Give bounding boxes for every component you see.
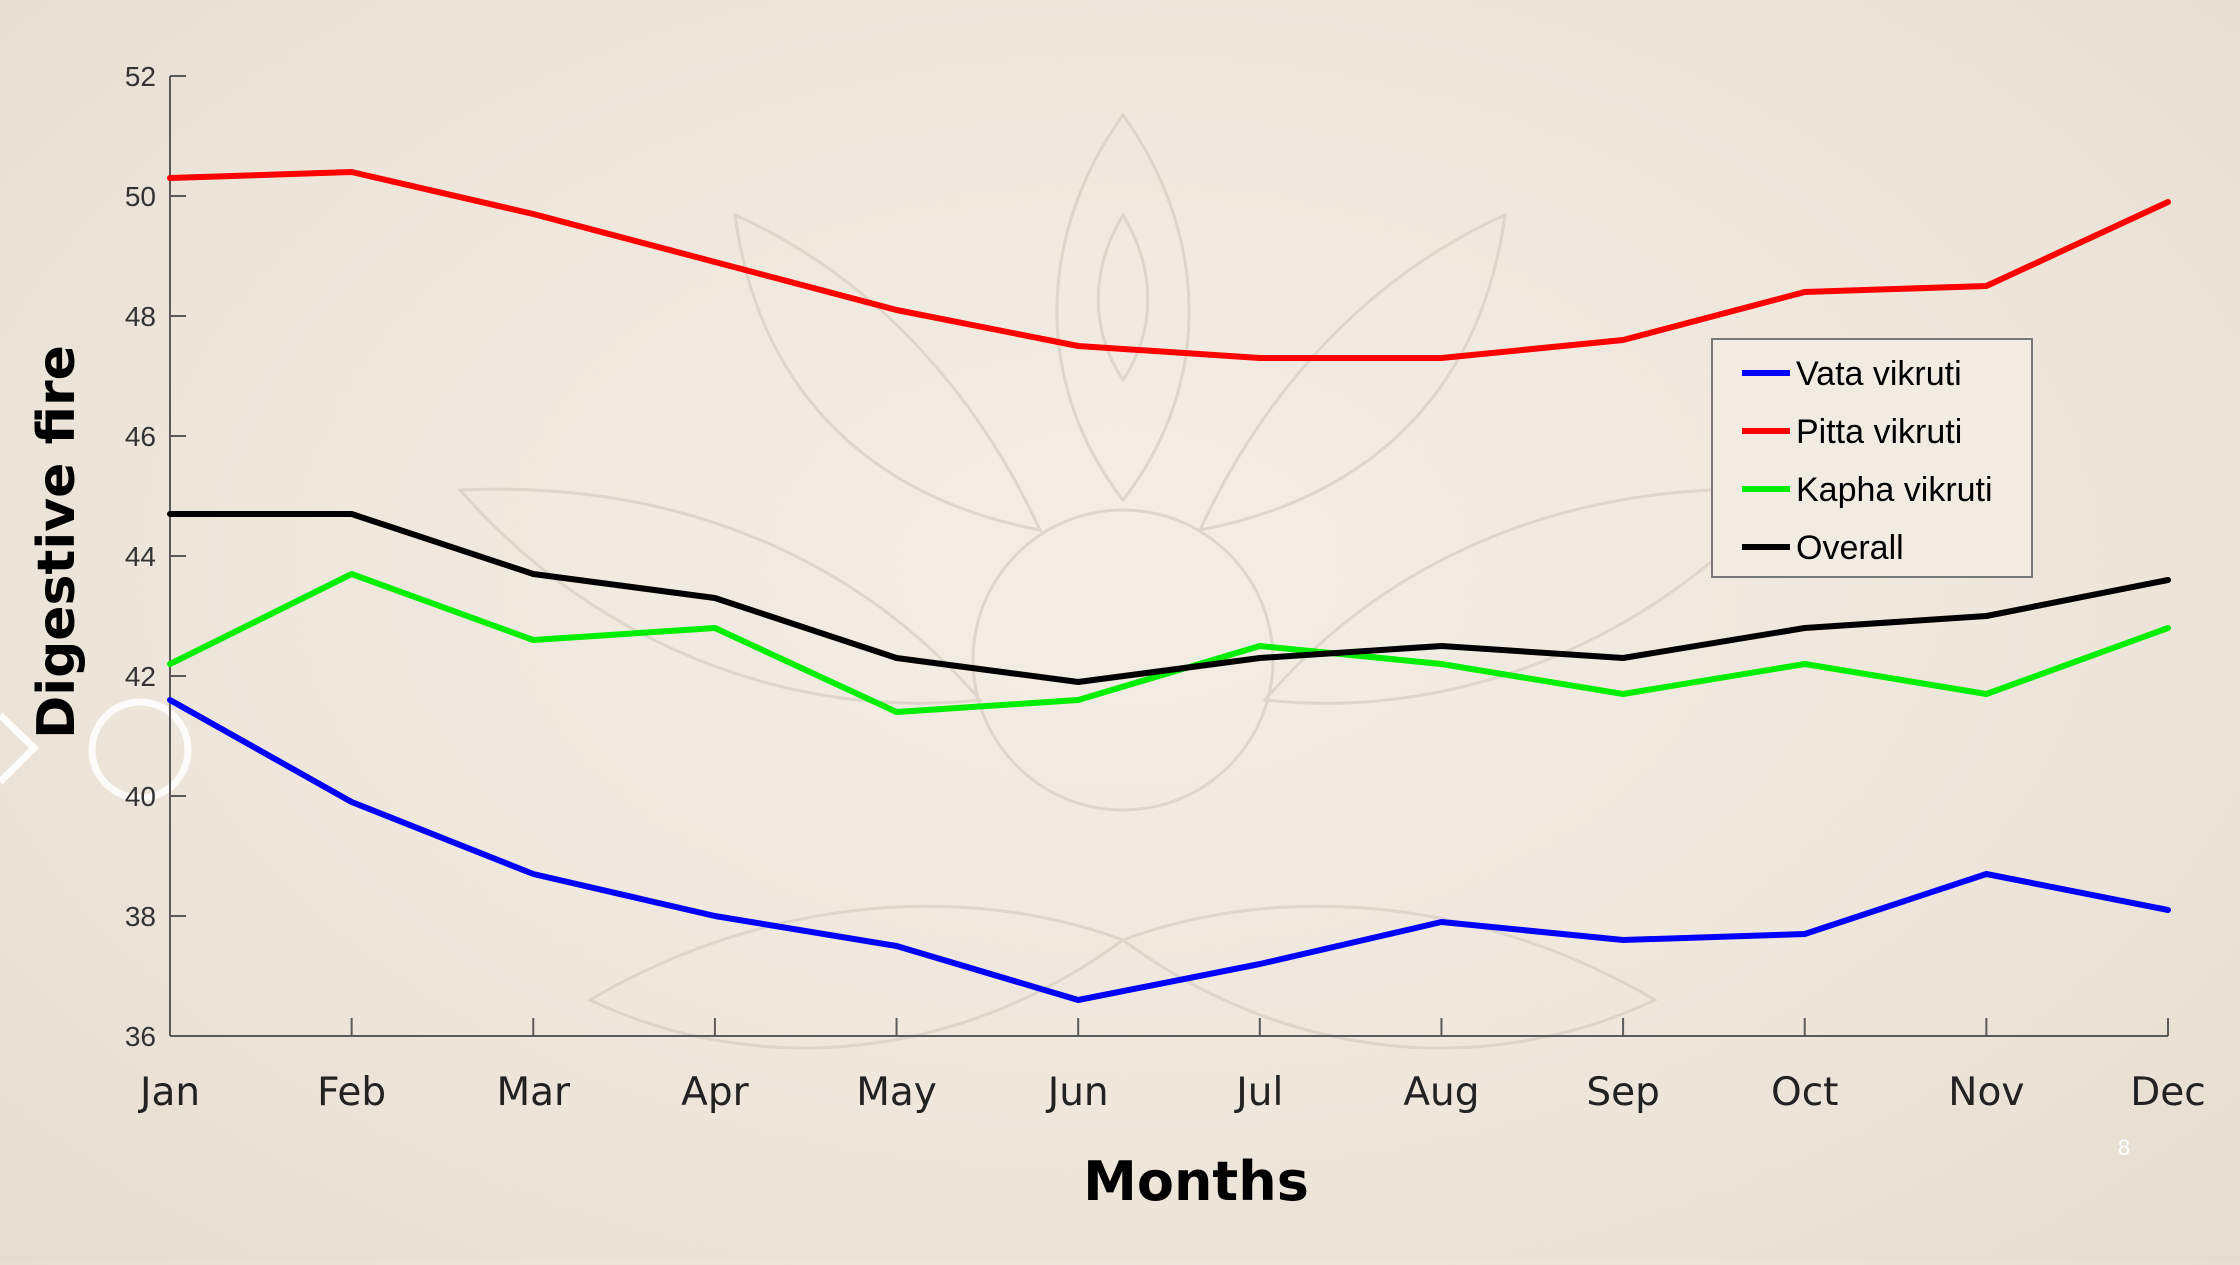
y-tick-label: 40 xyxy=(125,781,156,812)
data-point xyxy=(350,170,354,174)
data-point xyxy=(1439,644,1443,648)
data-point xyxy=(2166,578,2170,582)
data-point xyxy=(2166,908,2170,912)
data-point xyxy=(1439,662,1443,666)
data-point xyxy=(531,212,535,216)
legend-box xyxy=(1711,338,2033,578)
data-point xyxy=(531,872,535,876)
series-line xyxy=(167,571,2171,715)
x-tick-label: Oct xyxy=(1771,1070,1838,1115)
x-tick-label: Jan xyxy=(137,1070,200,1115)
page-number: 8 xyxy=(2117,1135,2131,1160)
y-tick-label: 46 xyxy=(125,421,156,452)
data-point xyxy=(713,596,717,600)
plot-lines xyxy=(167,169,2171,1003)
data-point xyxy=(1076,680,1080,684)
data-point xyxy=(895,710,899,714)
data-point xyxy=(713,626,717,630)
data-point xyxy=(1984,614,1988,618)
legend-label: Kapha vikruti xyxy=(1796,471,1993,509)
data-point xyxy=(1076,698,1080,702)
data-point xyxy=(1439,356,1443,360)
data-point xyxy=(1621,656,1625,660)
x-tick-label: Mar xyxy=(496,1070,571,1115)
legend-label: Overall xyxy=(1796,529,1904,567)
slide-arrow-decoration xyxy=(0,712,39,785)
data-point xyxy=(350,800,354,804)
data-point xyxy=(1803,662,1807,666)
x-axis-label: Months xyxy=(1083,1150,1309,1213)
data-point xyxy=(1621,338,1625,342)
data-point xyxy=(168,698,172,702)
data-point xyxy=(2166,626,2170,630)
x-tick-label: Aug xyxy=(1403,1070,1479,1115)
data-point xyxy=(1076,344,1080,348)
data-point xyxy=(1076,998,1080,1002)
series-line xyxy=(167,169,2171,361)
y-tick-label: 48 xyxy=(125,301,156,332)
x-tick-label: Dec xyxy=(2130,1070,2205,1115)
y-tick-label: 42 xyxy=(125,661,156,692)
data-point xyxy=(1258,962,1262,966)
data-point xyxy=(531,638,535,642)
data-point xyxy=(713,260,717,264)
y-tick-label: 52 xyxy=(125,61,156,92)
data-point xyxy=(1258,644,1262,648)
data-point xyxy=(350,512,354,516)
x-tick-label: Feb xyxy=(317,1070,386,1115)
data-point xyxy=(895,308,899,312)
data-point xyxy=(713,914,717,918)
data-point xyxy=(1258,356,1262,360)
data-point xyxy=(1621,938,1625,942)
x-tick-label: May xyxy=(856,1070,937,1115)
axes: 36 38 40 42 44 46 48 50 52 Jan Feb Mar Apr May Jun Jul A… xyxy=(125,61,2206,1115)
y-axis-label: Digestive fire xyxy=(27,345,87,739)
x-tick-label: Jul xyxy=(1233,1070,1283,1115)
legend-label: Vata vikruti xyxy=(1796,355,1962,393)
y-tick-label: 36 xyxy=(125,1021,156,1052)
legend-label: Pitta vikruti xyxy=(1796,413,1962,451)
data-point xyxy=(168,176,172,180)
data-point xyxy=(1439,920,1443,924)
data-point xyxy=(531,572,535,576)
y-tick-label: 44 xyxy=(125,541,156,572)
series-line xyxy=(167,511,2171,685)
data-point xyxy=(1621,692,1625,696)
data-point xyxy=(1258,656,1262,660)
y-tick-label: 38 xyxy=(125,901,156,932)
data-point xyxy=(168,512,172,516)
data-point xyxy=(895,656,899,660)
x-tick-label: Nov xyxy=(1948,1070,2024,1115)
slide-circle-decoration xyxy=(88,698,192,802)
legend: Vata vikruti Pitta vikruti Kapha vikruti Ov… xyxy=(1711,338,2033,578)
data-point xyxy=(2166,200,2170,204)
series-line xyxy=(167,697,2171,1003)
x-tick-label: Jun xyxy=(1045,1070,1109,1115)
data-point xyxy=(1803,932,1807,936)
data-point xyxy=(1984,692,1988,696)
data-point xyxy=(1984,872,1988,876)
data-point xyxy=(168,662,172,666)
data-point xyxy=(350,572,354,576)
data-point xyxy=(1803,626,1807,630)
data-point xyxy=(895,944,899,948)
x-tick-label: Apr xyxy=(681,1070,749,1115)
x-tick-label: Sep xyxy=(1586,1070,1660,1115)
data-point xyxy=(1803,290,1807,294)
y-tick-label: 50 xyxy=(125,181,156,212)
lotus-watermark-icon xyxy=(456,112,1789,1050)
data-point xyxy=(1984,284,1988,288)
